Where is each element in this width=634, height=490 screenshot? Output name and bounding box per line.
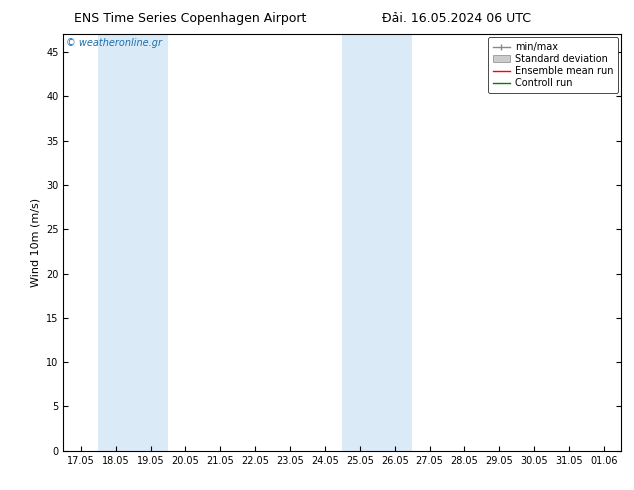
- Bar: [342, 34, 412, 451]
- Text: © weatheronline.gr: © weatheronline.gr: [66, 38, 162, 49]
- Bar: [98, 34, 168, 451]
- Text: ENS Time Series Copenhagen Airport: ENS Time Series Copenhagen Airport: [74, 12, 306, 25]
- Text: Đải. 16.05.2024 06 UTC: Đải. 16.05.2024 06 UTC: [382, 12, 531, 25]
- Y-axis label: Wind 10m (m/s): Wind 10m (m/s): [30, 198, 41, 287]
- Legend: min/max, Standard deviation, Ensemble mean run, Controll run: min/max, Standard deviation, Ensemble me…: [488, 37, 618, 93]
